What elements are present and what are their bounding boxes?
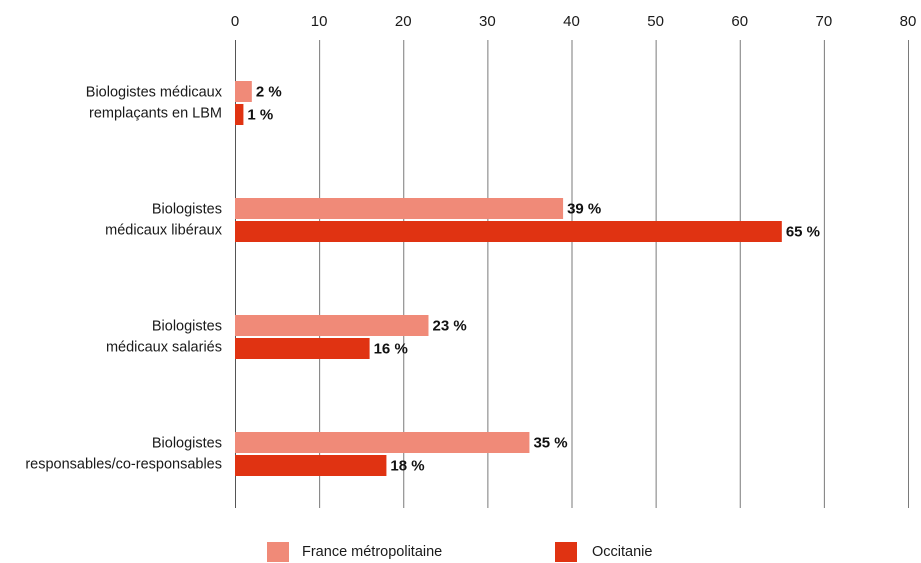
x-tick-label: 20	[395, 13, 412, 30]
category-label-line: Biologistes	[152, 201, 222, 217]
category-label: Biologistes responsables/co-responsables	[25, 435, 222, 472]
data-label: 1 %	[247, 106, 273, 123]
bar-france-2	[235, 315, 429, 336]
bar-france-3	[235, 432, 530, 453]
legend-label-france: France métropolitaine	[302, 544, 442, 560]
category-label-line: médicaux salariés	[106, 339, 222, 355]
bar-france-0	[235, 81, 252, 102]
data-label: 35 %	[533, 434, 567, 451]
category-labels: Biologistes médicaux remplaçants en LBMBi…	[25, 84, 222, 472]
x-axis-ticks: 0 10 20 30 40 50 60 70 80	[231, 13, 917, 30]
category-label: Biologistes médicaux salariés	[106, 318, 222, 355]
bars	[235, 81, 782, 476]
x-tick-label: 10	[311, 13, 328, 30]
grid-lines	[235, 40, 909, 508]
data-label: 16 %	[374, 340, 408, 357]
category-label-line: remplaçants en LBM	[89, 105, 222, 121]
category-label-line: Biologistes	[152, 435, 222, 451]
legend-swatch-france	[267, 542, 289, 562]
bar-occitanie-0	[235, 104, 244, 125]
data-label: 2 %	[256, 83, 282, 100]
category-label-line: médicaux libéraux	[105, 222, 223, 238]
legend-swatch-occitanie	[555, 542, 577, 562]
legend-label-occitanie: Occitanie	[592, 544, 652, 560]
category-label-line: Biologistes médicaux	[86, 84, 223, 100]
category-label-line: Biologistes	[152, 318, 222, 334]
category-label: Biologistes médicaux libéraux	[105, 201, 223, 238]
bar-occitanie-3	[235, 455, 387, 476]
data-label: 65 %	[786, 223, 820, 240]
category-label-line: responsables/co-responsables	[25, 456, 222, 472]
x-tick-label: 50	[647, 13, 664, 30]
x-tick-label: 70	[816, 13, 833, 30]
x-tick-label: 60	[731, 13, 748, 30]
data-label: 18 %	[390, 457, 424, 474]
x-tick-label: 30	[479, 13, 496, 30]
data-label: 39 %	[567, 200, 601, 217]
x-tick-label: 0	[231, 13, 239, 30]
bar-occitanie-2	[235, 338, 370, 359]
x-tick-label: 40	[563, 13, 580, 30]
x-tick-label: 80	[900, 13, 917, 30]
value-labels: 2 % 1 % 39 % 65 % 23 % 16 % 35 % 18 %	[247, 83, 820, 474]
bar-france-1	[235, 198, 564, 219]
bar-occitanie-1	[235, 221, 782, 242]
category-label: Biologistes médicaux remplaçants en LBM	[86, 84, 223, 121]
data-label: 23 %	[432, 317, 466, 334]
legend: France métropolitaine Occitanie	[267, 542, 652, 562]
